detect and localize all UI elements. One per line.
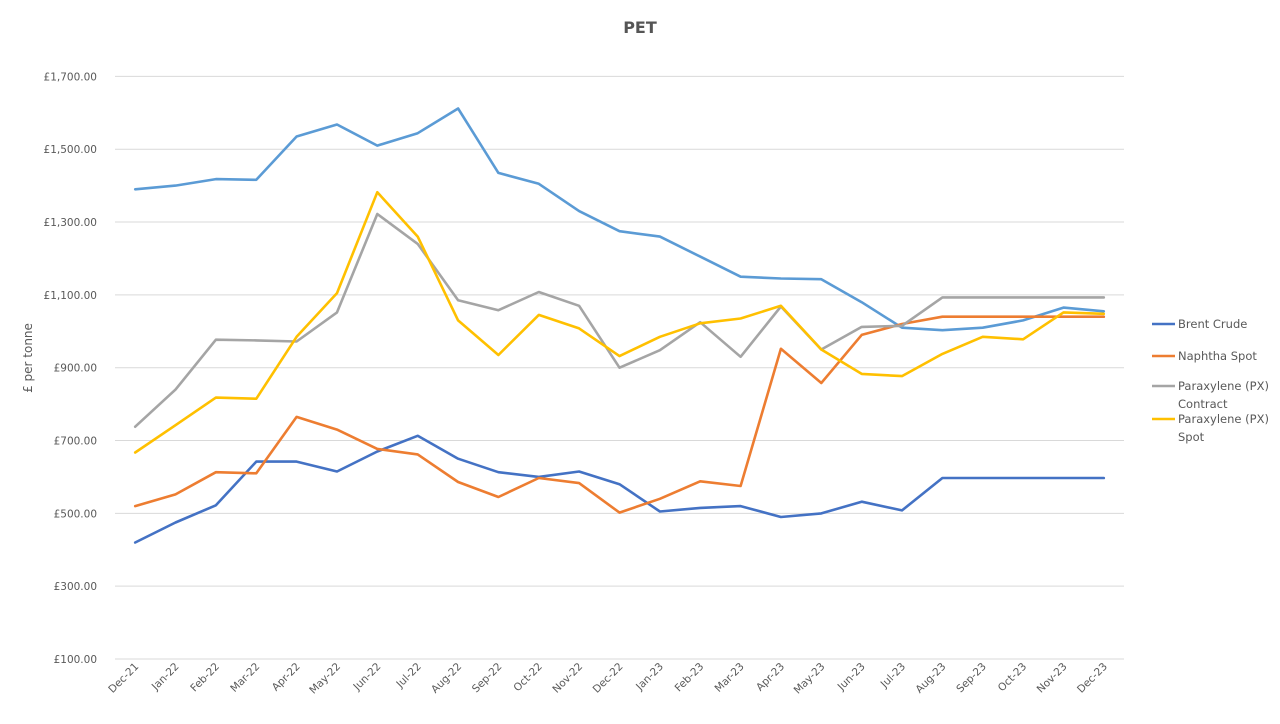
x-tick-label: Jan-23	[633, 661, 666, 694]
legend-label: Paraxylene (PX) Contract	[1178, 379, 1269, 411]
x-tick-label: Jun-23	[835, 661, 868, 694]
x-tick-label: Jan-22	[149, 661, 182, 694]
y-tick-label: £1,100.00	[44, 290, 97, 302]
x-tick-label: Feb-22	[188, 661, 222, 695]
x-tick-label: Mar-22	[228, 661, 262, 695]
y-tick-label: £1,500.00	[44, 144, 97, 156]
y-tick-label: £900.00	[54, 363, 97, 375]
y-tick-label: £300.00	[54, 581, 97, 593]
x-tick-label: Nov-23	[1035, 661, 1070, 696]
series-line-2	[133, 315, 1106, 514]
series-line-0	[133, 107, 1106, 332]
x-tick-label: Nov-22	[550, 661, 585, 696]
y-tick-label: £500.00	[54, 508, 97, 520]
x-tick-label: Jul-22	[394, 661, 424, 691]
x-tick-labels: Dec-21 Jan-22 Feb-22 Mar-22 Apr-22 May-22 Jun-…	[106, 661, 1110, 697]
x-tick-label: Aug-22	[429, 661, 464, 696]
y-tick-labels: £100.00 £300.00 £500.00 £700.00 £900.00 £1,10…	[44, 71, 97, 666]
x-tick-label: Dec-23	[1075, 661, 1110, 696]
x-tick-label: Feb-23	[673, 661, 707, 695]
legend-label: Brent Crude	[1178, 317, 1247, 331]
series-line-1	[133, 434, 1106, 544]
y-tick-label: £700.00	[54, 436, 97, 448]
series-line-4	[133, 190, 1106, 454]
x-tick-label: Jun-22	[351, 661, 384, 694]
x-tick-label: Sep-22	[470, 661, 505, 696]
y-tick-label: £1,300.00	[44, 217, 97, 229]
x-tick-label: Dec-21	[106, 661, 141, 696]
y-tick-label: £1,700.00	[44, 71, 97, 83]
legend-label: Paraxylene (PX) Spot	[1178, 412, 1269, 444]
x-tick-label: May-23	[792, 661, 828, 697]
y-axis-label: £ per tonne	[21, 323, 35, 393]
x-tick-label: Sep-23	[954, 661, 989, 696]
x-tick-label: May-22	[307, 661, 343, 697]
x-tick-label: Aug-23	[913, 661, 948, 696]
series-line-3	[133, 212, 1106, 429]
x-tick-label: Oct-22	[511, 661, 544, 694]
x-tick-label: Apr-22	[270, 661, 303, 694]
x-tick-label: Dec-22	[591, 661, 626, 696]
legend: Brent Crude Naphtha Spot Paraxylene (PX) Co…	[1152, 317, 1269, 444]
series-lines	[133, 107, 1106, 544]
x-tick-label: Oct-23	[996, 661, 1029, 694]
chart-title: PET	[623, 18, 657, 37]
y-tick-label: £100.00	[54, 654, 97, 666]
legend-label: Naphtha Spot	[1178, 349, 1257, 363]
x-tick-label: Apr-23	[754, 661, 787, 694]
x-tick-label: Jul-23	[878, 661, 908, 691]
x-tick-label: Mar-23	[713, 661, 747, 695]
